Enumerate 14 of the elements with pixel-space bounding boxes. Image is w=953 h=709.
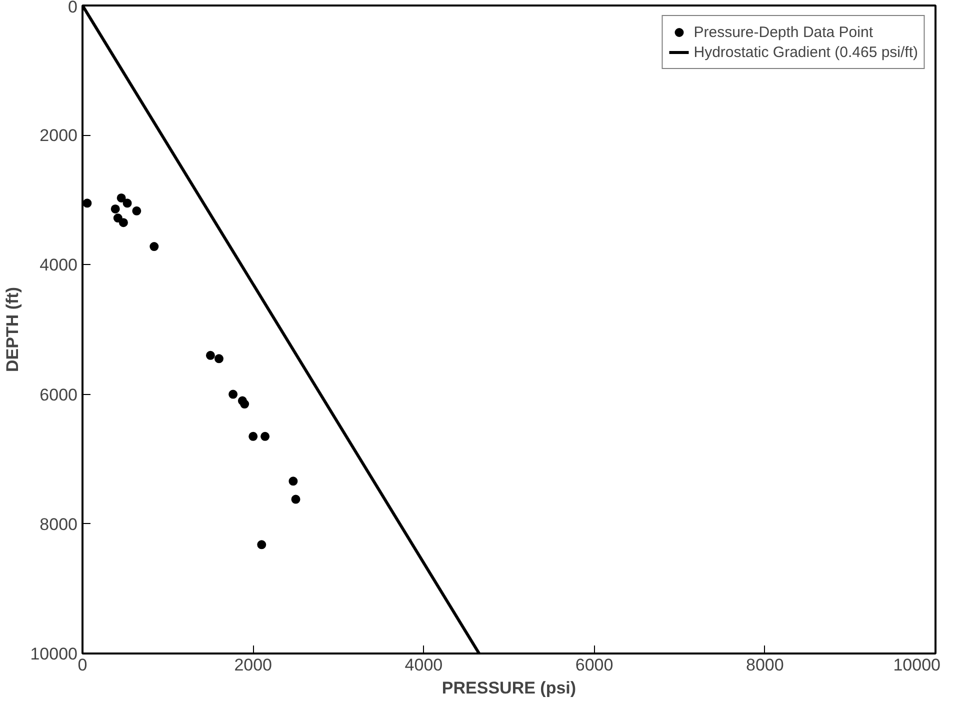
legend-label: Hydrostatic Gradient (0.465 psi/ft) xyxy=(694,44,918,60)
y-axis-title: DEPTH (ft) xyxy=(3,287,22,372)
x-tick-label: 10000 xyxy=(893,656,941,674)
x-tick-label: 6000 xyxy=(575,656,614,674)
x-tick-label: 4000 xyxy=(404,656,443,674)
x-axis-title: PRESSURE (psi) xyxy=(442,678,576,698)
y-tick-label: 0 xyxy=(68,0,78,16)
y-tick-label: 4000 xyxy=(40,256,78,275)
legend-label: Pressure-Depth Data Point xyxy=(694,24,873,40)
y-tick-label: 2000 xyxy=(40,126,78,146)
y-tick-label: 6000 xyxy=(40,385,78,404)
y-tick-label: 8000 xyxy=(40,514,78,534)
x-tick-label: 8000 xyxy=(746,656,784,674)
x-tick-label: 2000 xyxy=(234,656,272,674)
